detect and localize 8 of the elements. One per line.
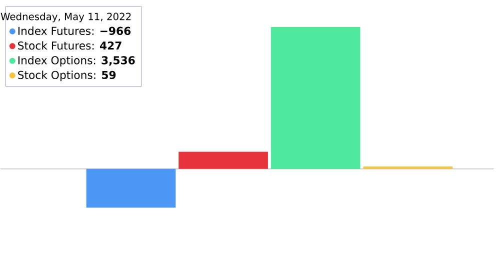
bar bbox=[86, 168, 176, 208]
bar bbox=[270, 26, 360, 169]
legend-label: Stock Options: 59 bbox=[18, 70, 116, 82]
bar bbox=[178, 152, 268, 169]
legend-title: Wednesday, May 11, 2022 bbox=[0, 12, 131, 22]
legend-label: Index Futures: −966 bbox=[18, 26, 131, 36]
legend-label: Index Options: 3,536 bbox=[18, 56, 135, 67]
legend-label: Stock Futures: 427 bbox=[18, 41, 122, 50]
